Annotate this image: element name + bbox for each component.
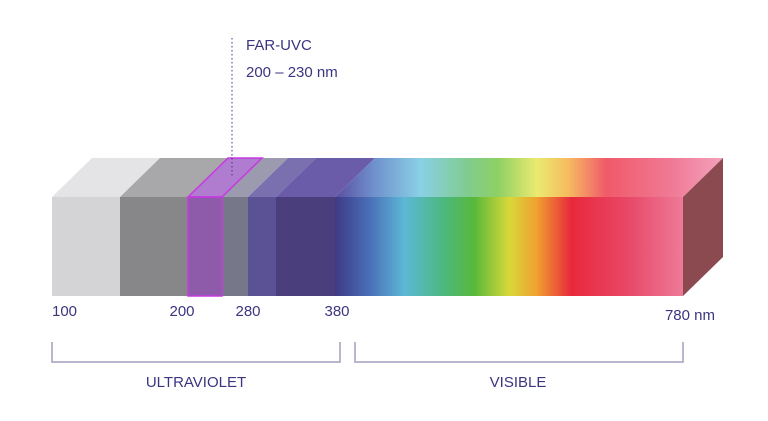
annotation-title: FAR-UVC — [246, 37, 312, 54]
scale-label: 280 — [235, 303, 260, 320]
front-face — [52, 197, 683, 296]
top-face — [52, 158, 723, 197]
scale-label: 200 — [169, 303, 194, 320]
annotation-range: 200 – 230 nm — [246, 64, 338, 81]
far-uvc-highlight — [186, 157, 264, 297]
region-bracket — [51, 342, 341, 363]
region-bracket — [354, 342, 684, 363]
region-label: VISIBLE — [490, 374, 547, 391]
region-label: ULTRAVIOLET — [146, 374, 246, 391]
scale-label: 100 — [52, 303, 77, 320]
scale-label: 780 nm — [665, 307, 715, 324]
side-face — [683, 158, 723, 296]
scale-label: 380 — [324, 303, 349, 320]
